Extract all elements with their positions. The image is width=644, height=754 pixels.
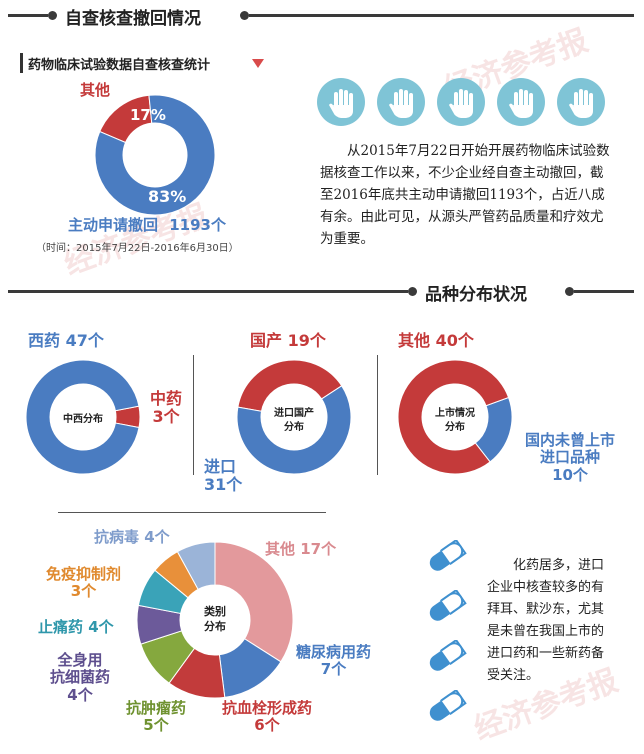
section2-title: 品种分布状况 <box>425 285 527 305</box>
diabetes-label: 糖尿病用药 7个 <box>296 643 372 679</box>
hand-stop-icon <box>317 78 365 126</box>
hand-stop-icon <box>557 78 605 126</box>
antithrombotic-count: 6个 <box>254 716 280 735</box>
unlisted-count: 10个 <box>552 465 588 484</box>
antithrombotic-text: 抗血栓形成药 <box>222 699 313 717</box>
donut-slice-主动申请撤回 <box>94 94 216 216</box>
import-label: 进口 31个 <box>204 457 243 495</box>
analgesic-label: 止痛药 4个 <box>38 618 114 636</box>
other-category-label: 其他 17个 <box>265 540 337 558</box>
other-listing-label: 其他 40个 <box>398 331 474 350</box>
domestic-label: 国产 19个 <box>250 331 326 350</box>
donut-slice-其他 <box>397 359 510 475</box>
tcm-western-donut: 中西分布 <box>25 359 141 475</box>
category-donut: 类别 分布 <box>136 541 294 699</box>
donut-slice-进口 <box>236 385 352 475</box>
withdraw-main-text: 主动申请撤回 <box>68 216 159 234</box>
west-medicine-label: 西药 47个 <box>28 331 104 350</box>
antitumor-count: 5个 <box>143 716 169 735</box>
donut1-center: 中西分布 <box>63 412 103 425</box>
subtitle-text: 药物临床试验数据自查核查统计 <box>28 58 211 73</box>
listing-status-donut: 上市情况 分布 <box>397 359 513 475</box>
antibacterial-count: 4个 <box>67 685 93 704</box>
antitumor-label: 抗肿瘤药 5个 <box>126 699 187 735</box>
summary-paragraph: 化药居多，进口企业中核查较多的有拜耳、默沙东，尤其是未曾在我国上市的进口药和一些… <box>487 558 605 683</box>
tcm-text: 中药 <box>150 389 183 408</box>
antiviral-label: 抗病毒 4个 <box>94 528 170 546</box>
donut-slice-抗病毒 <box>176 541 216 591</box>
time-note: （时间：2015年7月22日-2016年6月30日） <box>36 243 239 254</box>
diabetes-text: 糖尿病用药 <box>296 643 372 661</box>
import-count: 31个 <box>204 475 243 495</box>
divider <box>58 512 326 513</box>
intro-paragraph: 从2015年7月22日开始开展药物临床试验数据核查工作以来，不少企业经自查主动撤… <box>320 143 610 247</box>
antibacterial-text-1: 全身用 <box>57 651 103 669</box>
pill-icon <box>424 638 468 678</box>
pill-icon <box>424 688 468 728</box>
antithrombotic-label: 抗血栓形成药 6个 <box>222 699 313 735</box>
divider <box>193 355 194 475</box>
donut-slice-其他 <box>214 541 294 663</box>
donut2-center-2: 分布 <box>284 420 304 433</box>
antibacterial-label: 全身用 抗细菌药 4个 <box>50 651 111 704</box>
subtitle: 药物临床试验数据自查核查统计 <box>20 53 264 73</box>
other-pct-label: 17% <box>130 106 166 124</box>
tcm-count: 3个 <box>152 407 180 427</box>
immunosuppressant-label: 免疫抑制剂 3个 <box>46 565 122 601</box>
category-center-2: 分布 <box>204 619 226 633</box>
immuno-count: 3个 <box>70 582 97 601</box>
antitumor-text: 抗肿瘤药 <box>126 699 187 717</box>
import-domestic-donut: 进口国产 分布 <box>236 359 352 475</box>
donut2-center-1: 进口国产 <box>274 406 314 419</box>
pill-icon <box>424 538 468 578</box>
unlisted-text: 国内未曾上市进口品种 <box>524 431 615 467</box>
section1-title: 自查核查撤回情况 <box>65 9 201 29</box>
antibacterial-text-2: 抗细菌药 <box>50 668 111 687</box>
unlisted-import-label: 国内未曾上市进口品种 10个 <box>518 431 622 484</box>
donut3-center-2: 分布 <box>445 420 465 433</box>
withdraw-main-label: 主动申请撤回 1193个 <box>68 216 226 234</box>
diabetes-count: 7个 <box>320 660 347 679</box>
immuno-text: 免疫抑制剂 <box>46 565 122 583</box>
withdraw-donut: 17% 83% <box>94 94 216 216</box>
hand-stop-icon <box>377 78 425 126</box>
divider <box>377 355 378 475</box>
donut-slice-西药 <box>25 359 140 475</box>
pill-icon <box>424 588 468 628</box>
import-text: 进口 <box>204 457 237 476</box>
main-pct-label: 83% <box>148 187 186 206</box>
triangle-down-icon <box>252 59 264 68</box>
donut-slice-国产 <box>237 359 343 412</box>
withdraw-main-count: 1193个 <box>169 216 226 234</box>
category-center-1: 类别 <box>204 604 226 618</box>
tcm-label: 中药 3个 <box>150 389 183 427</box>
withdraw-other-label: 其他 <box>80 81 111 99</box>
donut3-center-1: 上市情况 <box>435 406 475 419</box>
hand-stop-icon <box>437 78 485 126</box>
hand-stop-icon <box>497 78 545 126</box>
